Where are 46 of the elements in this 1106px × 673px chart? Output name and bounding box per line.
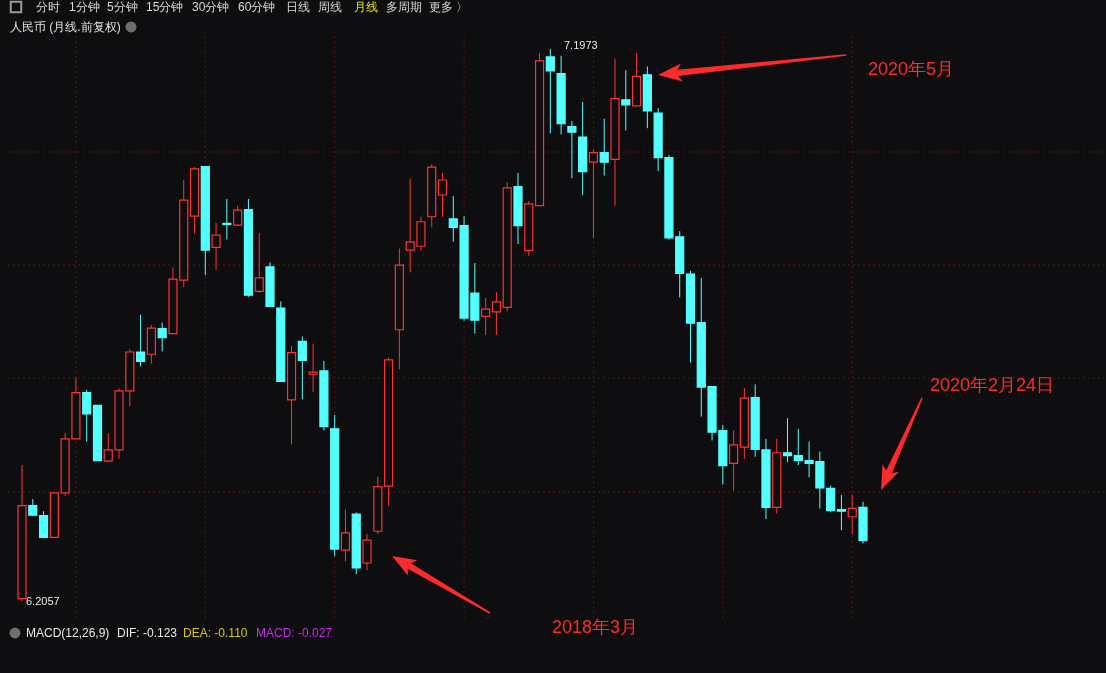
candlestick [157, 321, 167, 352]
candlestick [136, 314, 146, 367]
text: 多周期 [386, 0, 422, 14]
candlestick [437, 172, 448, 218]
annotation: 7.1973 [564, 39, 598, 51]
candlestick [836, 494, 847, 531]
candlestick [481, 297, 491, 336]
text: 周线 [318, 0, 342, 14]
candlestick [847, 494, 857, 535]
candlestick [254, 232, 264, 294]
text: 30分钟 [192, 0, 230, 14]
candlestick [599, 118, 609, 177]
candlestick [567, 120, 577, 179]
text: 月线 [354, 0, 378, 14]
annotation: 6.2057 [26, 595, 60, 607]
text: 2018年3月 [552, 617, 639, 637]
candlestick [362, 533, 372, 571]
text: 2020年2月24日 [930, 375, 1055, 395]
candlestick [308, 343, 318, 393]
text: MACD: -0.027 [256, 626, 333, 640]
text: 更多 〉 [429, 0, 469, 14]
candlestick [233, 205, 243, 226]
annotation: 2020年5月 [868, 59, 955, 79]
candlestick [545, 48, 555, 134]
candlestick [621, 69, 631, 131]
text: 15分钟 [146, 0, 184, 14]
candlestick [491, 291, 502, 336]
text: 分时 [36, 0, 60, 14]
candlestick [297, 335, 307, 400]
text: DIF: -0.123 [117, 626, 178, 640]
candlestick [340, 509, 351, 562]
text: 60分钟 [238, 0, 276, 14]
candlestick [826, 485, 836, 513]
text: DEA: -0.110 [183, 626, 248, 640]
text: MACD(12,26,9) [26, 626, 110, 640]
candlestick [222, 198, 232, 241]
text: 日线 [286, 0, 310, 14]
candlestick [82, 389, 92, 443]
text: 5分钟 [107, 0, 138, 14]
candlestick [782, 417, 793, 463]
chart-title: 人民币 (月线.前复权) [10, 20, 121, 34]
text: 1分钟 [69, 0, 100, 14]
candlestick [38, 510, 49, 538]
candlestick [211, 222, 221, 271]
candlestick [729, 429, 739, 492]
candlestick [588, 148, 599, 239]
